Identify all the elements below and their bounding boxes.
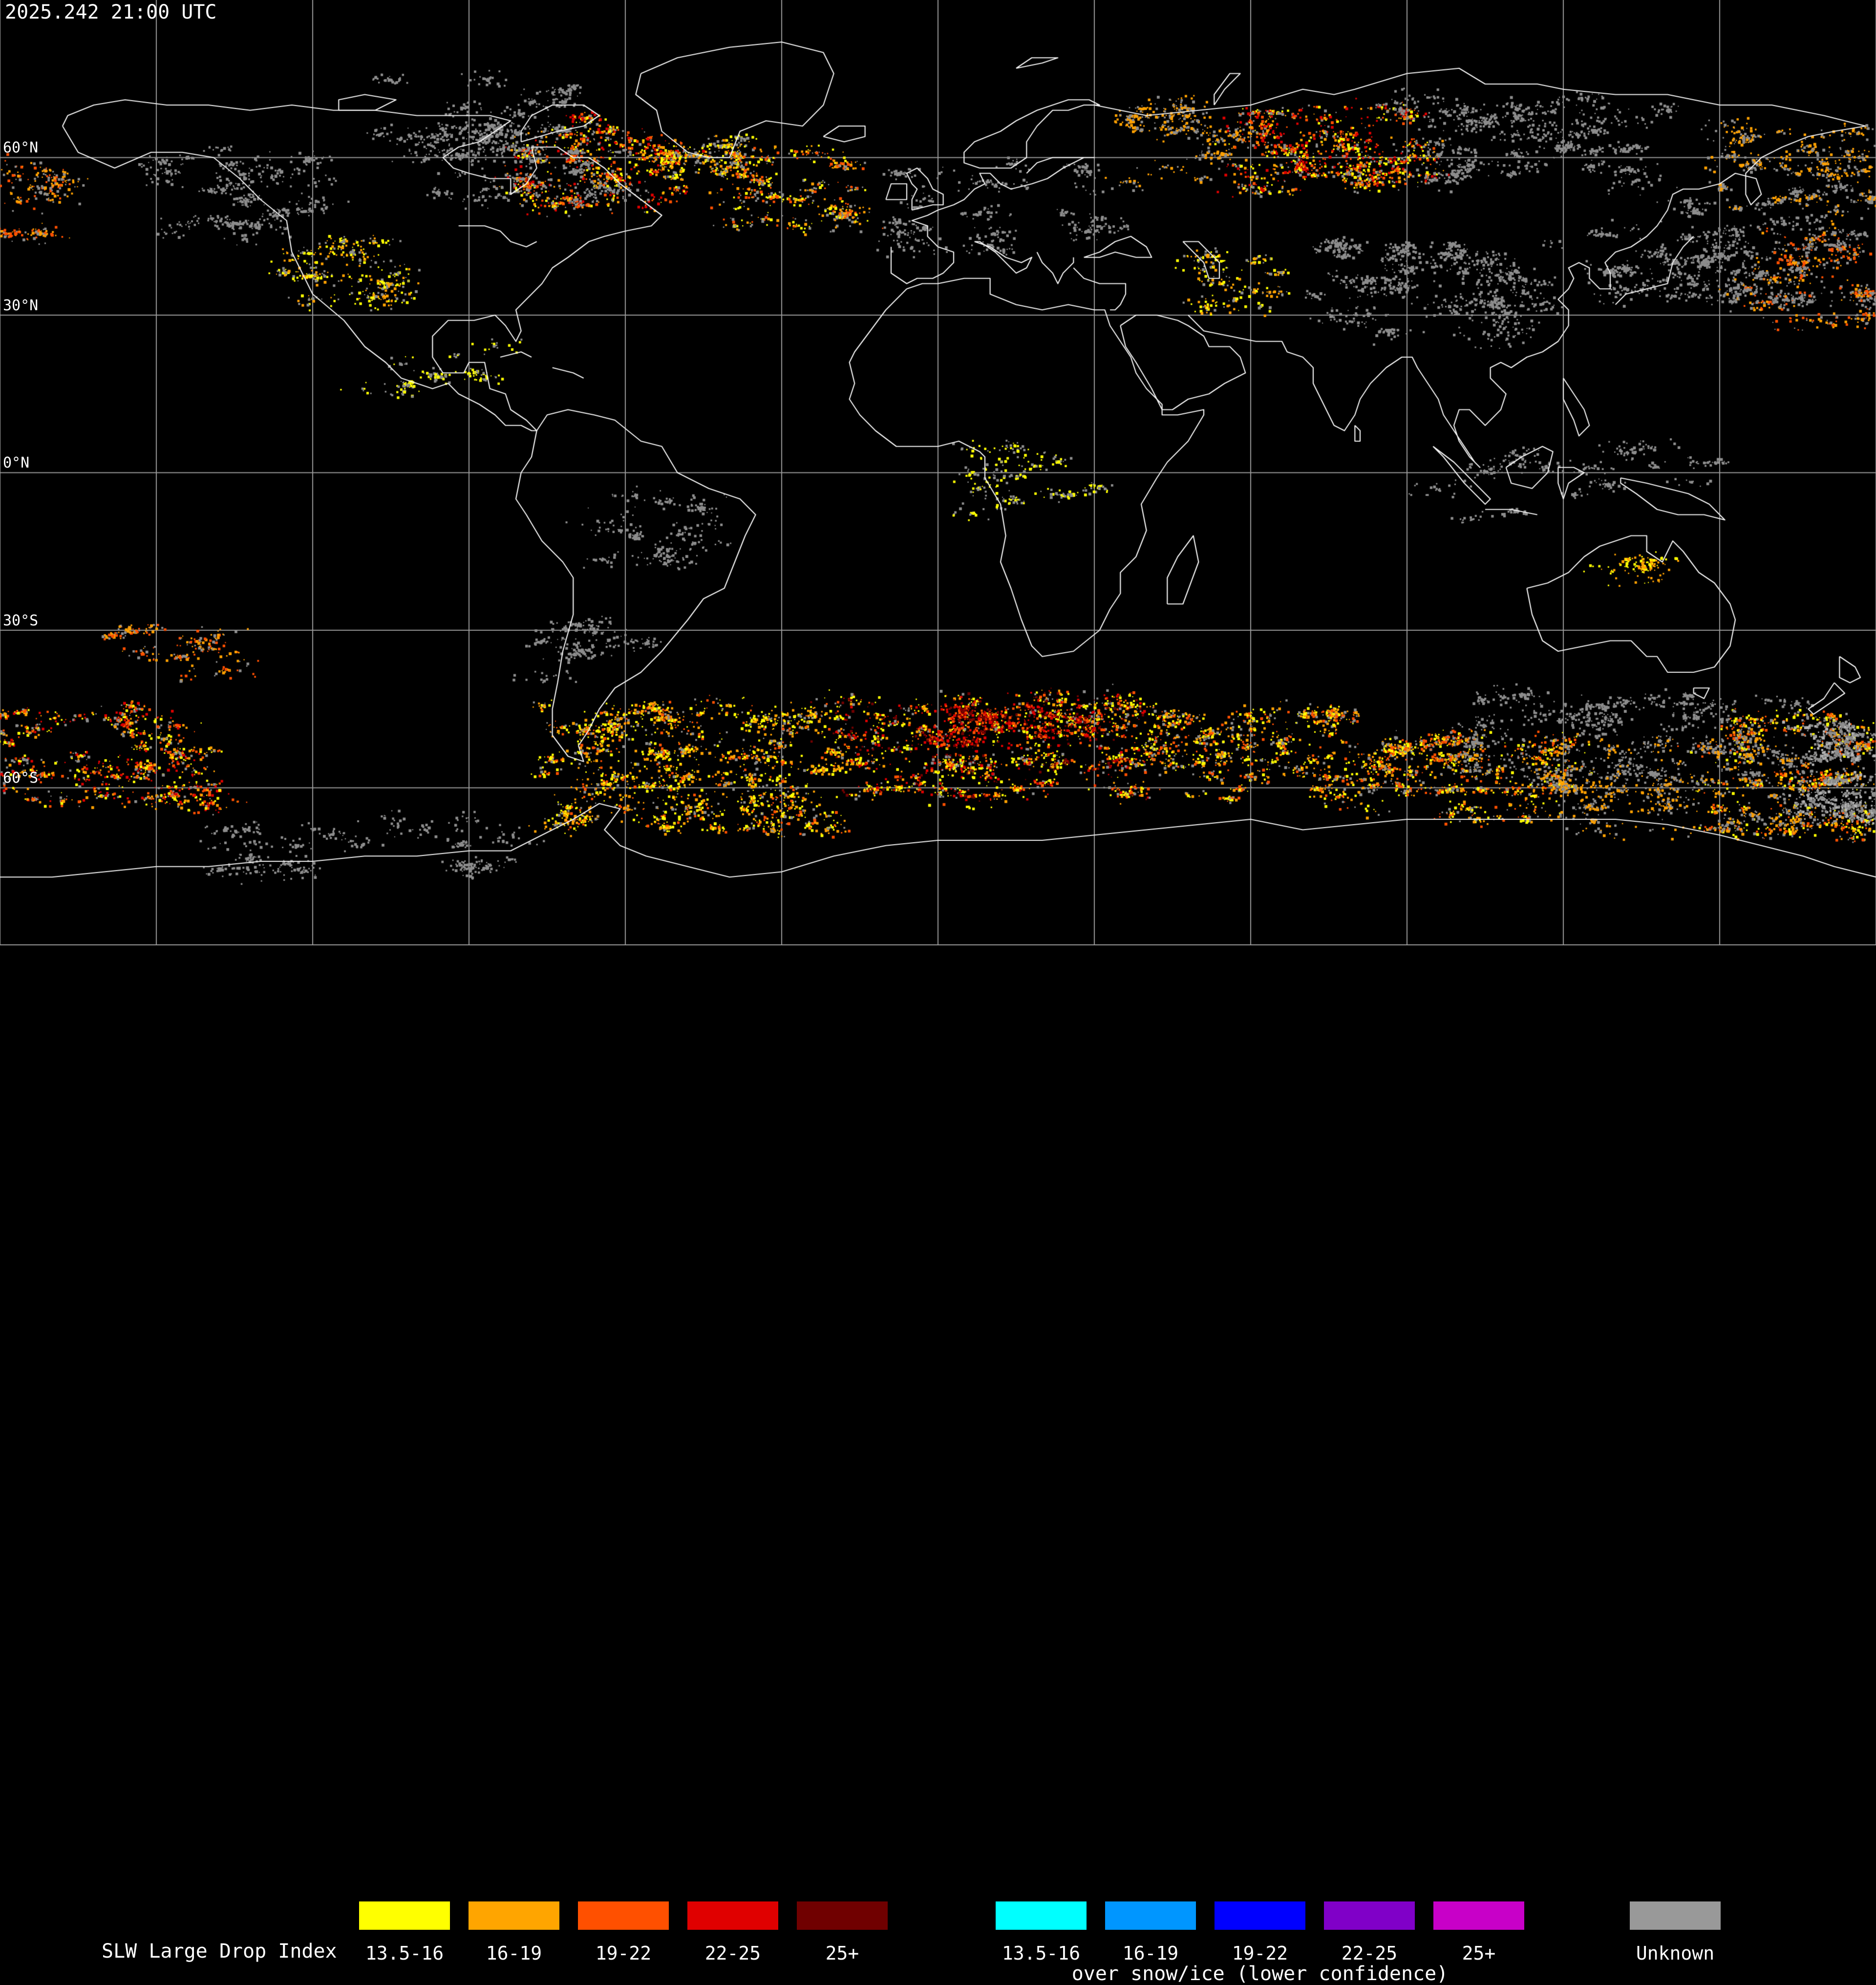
legend-item: 19-22 — [1215, 1901, 1305, 1964]
swatch-blue — [1215, 1901, 1305, 1930]
legend-item: 19-22 — [578, 1901, 669, 1964]
swatch-label: 19-22 — [1232, 1942, 1288, 1964]
legend-item: 16-19 — [1105, 1901, 1196, 1964]
swatch-label: 22-25 — [704, 1942, 761, 1964]
legend-group-snow: 13.5-16 16-19 19-22 22-25 25+ — [996, 1901, 1524, 1964]
lat-label-30n: 30°N — [3, 297, 39, 314]
legend-item: 22-25 — [687, 1901, 778, 1964]
snow-ice-caption: over snow/ice (lower confidence) — [1071, 1963, 1449, 1985]
map-canvas — [0, 0, 1876, 945]
swatch-cyan — [996, 1901, 1087, 1930]
swatch-azure — [1105, 1901, 1196, 1930]
legend-item: 13.5-16 — [359, 1901, 450, 1964]
lat-label-60n: 60°N — [3, 139, 39, 156]
swatch-label: 13.5-16 — [1002, 1942, 1081, 1964]
swatch-purple — [1324, 1901, 1415, 1930]
legend-bar: SLW Large Drop Index 13.5-16 16-19 19-22… — [0, 945, 1876, 1985]
swatch-darkred — [797, 1901, 888, 1930]
legend-item: 25+ — [1433, 1901, 1524, 1964]
legend-group-unknown: Unknown — [1630, 1901, 1721, 1964]
legend-item: 13.5-16 — [996, 1901, 1087, 1964]
swatch-label: 16-19 — [1122, 1942, 1179, 1964]
swatch-orange — [469, 1901, 559, 1930]
lat-label-0n: 0°N — [3, 454, 30, 471]
swatch-magenta — [1433, 1901, 1524, 1930]
swatch-orangered — [578, 1901, 669, 1930]
swatch-label: Unknown — [1636, 1942, 1715, 1964]
lat-label-30s: 30°S — [3, 612, 39, 629]
world-map: 2025.242 21:00 UTC 60°N 30°N 0°N 30°S 60… — [0, 0, 1876, 945]
legend-title: SLW Large Drop Index — [102, 1940, 337, 1963]
timestamp: 2025.242 21:00 UTC — [5, 1, 217, 23]
swatch-label: 25+ — [825, 1942, 859, 1964]
legend-group-normal: 13.5-16 16-19 19-22 22-25 25+ — [359, 1901, 888, 1964]
legend-item: Unknown — [1630, 1901, 1721, 1964]
legend-item: 22-25 — [1324, 1901, 1415, 1964]
swatch-label: 22-25 — [1341, 1942, 1398, 1964]
lat-label-60s: 60°S — [3, 769, 39, 787]
swatch-yellow — [359, 1901, 450, 1930]
swatch-label: 16-19 — [486, 1942, 542, 1964]
swatch-label: 19-22 — [595, 1942, 652, 1964]
legend-item: 16-19 — [469, 1901, 559, 1964]
swatch-label: 25+ — [1462, 1942, 1496, 1964]
swatch-gray — [1630, 1901, 1721, 1930]
swatch-red — [687, 1901, 778, 1930]
legend-item: 25+ — [797, 1901, 888, 1964]
swatch-label: 13.5-16 — [365, 1942, 444, 1964]
